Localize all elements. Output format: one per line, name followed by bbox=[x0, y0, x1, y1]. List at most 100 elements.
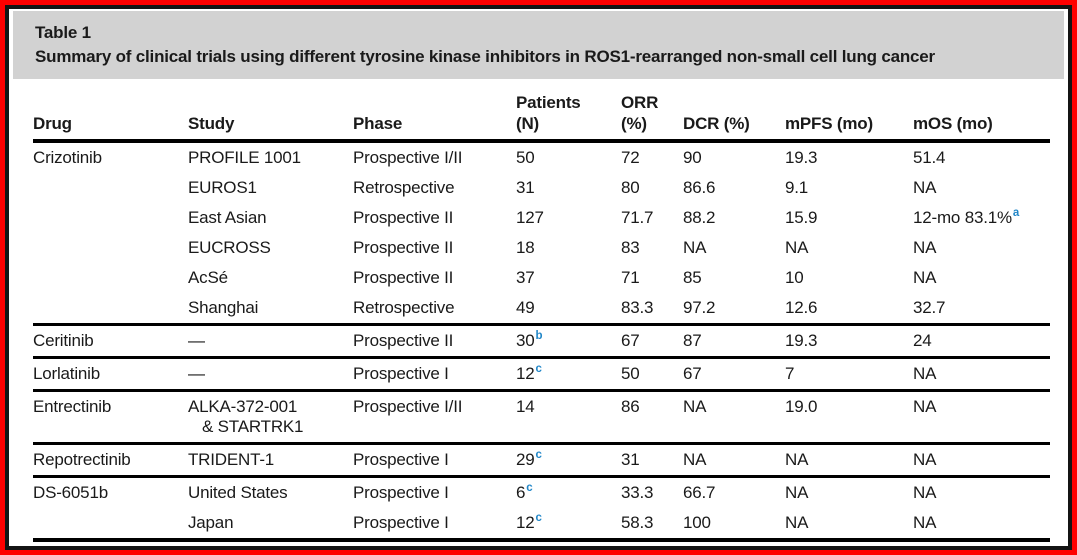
table-caption: Summary of clinical trials using differe… bbox=[35, 47, 935, 66]
col-header-orr: ORR (%) bbox=[621, 81, 683, 143]
cell-orr: 58.3 bbox=[621, 513, 654, 532]
cell-mpfs: NA bbox=[785, 513, 809, 532]
cell-mos: 32.7 bbox=[913, 298, 946, 317]
cell-drug bbox=[33, 263, 188, 293]
cell-drug: DS-6051b bbox=[33, 475, 188, 508]
cell-phase: Prospective II bbox=[353, 238, 454, 257]
cell-orr: 80 bbox=[621, 178, 640, 197]
col-header-phase: Phase bbox=[353, 81, 516, 143]
col-header-drug: Drug bbox=[33, 81, 188, 143]
footnote-marker: c bbox=[526, 482, 533, 495]
cell-mos: NA bbox=[913, 389, 1050, 444]
cell-phase: Retrospective bbox=[353, 178, 455, 197]
cell-patients: 12c bbox=[516, 512, 542, 532]
cell-study: EUROS1 bbox=[188, 178, 257, 197]
cell-dcr: 90 bbox=[683, 148, 702, 167]
table-row-crizotinib-east-asian: East Asian Prospective II 127 71.7 88.2 … bbox=[33, 203, 1050, 233]
cell-orr: 67 bbox=[621, 323, 683, 358]
col-header-dcr: DCR (%) bbox=[683, 81, 785, 143]
cell-orr: 50 bbox=[621, 356, 683, 391]
table-row-repotrectinib: Repotrectinib TRIDENT-1 Prospective I 29… bbox=[33, 442, 1050, 477]
cell-phase: Prospective II bbox=[353, 323, 516, 358]
table-row-entrectinib: Entrectinib ALKA-372-001 & STARTRK1 Prosp… bbox=[33, 389, 1050, 444]
cell-mpfs: 7 bbox=[785, 356, 913, 391]
cell-mos: NA bbox=[913, 475, 1050, 508]
cell-orr: 71.7 bbox=[621, 208, 654, 227]
cell-orr: 72 bbox=[621, 148, 640, 167]
cell-drug: Entrectinib bbox=[33, 389, 188, 444]
cell-mpfs: 15.9 bbox=[785, 208, 818, 227]
cell-patients: 127 bbox=[516, 208, 544, 227]
cell-study: — bbox=[188, 323, 353, 358]
cell-mos: 12-mo 83.1%a bbox=[913, 207, 1020, 227]
cell-patients: 18 bbox=[516, 238, 535, 257]
cell-dcr: NA bbox=[683, 238, 707, 257]
cell-dcr: 86.6 bbox=[683, 178, 716, 197]
cell-drug bbox=[33, 508, 188, 540]
cell-study: Shanghai bbox=[188, 298, 259, 317]
cell-mpfs: 9.1 bbox=[785, 178, 809, 197]
cell-drug: Ceritinib bbox=[33, 323, 188, 358]
table-row-ds6051b-japan: Japan Prospective I 12c 58.3 100 NA NA bbox=[33, 508, 1050, 540]
cell-phase: Prospective I bbox=[353, 356, 516, 391]
cell-drug bbox=[33, 293, 188, 325]
cell-orr: 31 bbox=[621, 442, 683, 477]
cell-patients: 14 bbox=[516, 389, 621, 444]
col-header-mos: mOS (mo) bbox=[913, 81, 1050, 143]
cell-phase: Prospective I bbox=[353, 513, 449, 532]
cell-phase: Prospective I/II bbox=[353, 389, 516, 444]
cell-mpfs: NA bbox=[785, 442, 913, 477]
cell-orr: 83 bbox=[621, 238, 640, 257]
cell-phase: Prospective I/II bbox=[353, 148, 463, 167]
cell-mpfs: 10 bbox=[785, 268, 804, 287]
cell-dcr: 88.2 bbox=[683, 208, 716, 227]
footnote-marker: c bbox=[535, 512, 542, 525]
table-number: Table 1 bbox=[35, 23, 91, 42]
cell-study: EUCROSS bbox=[188, 238, 271, 257]
cell-drug bbox=[33, 203, 188, 233]
cell-dcr: 97.2 bbox=[683, 298, 716, 317]
footnote-marker: a bbox=[1012, 207, 1020, 220]
col-header-mpfs: mPFS (mo) bbox=[785, 81, 913, 143]
cell-orr: 86 bbox=[621, 389, 683, 444]
cell-patients: 49 bbox=[516, 298, 535, 317]
cell-dcr: 100 bbox=[683, 513, 711, 532]
cell-mos: NA bbox=[913, 178, 937, 197]
cell-mpfs: NA bbox=[785, 475, 913, 508]
cell-dcr: 85 bbox=[683, 268, 702, 287]
cell-patients: 50 bbox=[516, 148, 535, 167]
cell-phase: Prospective II bbox=[353, 208, 454, 227]
header-row: Drug Study Phase Patients (N) ORR (%) DC… bbox=[33, 81, 1050, 143]
cell-study: — bbox=[188, 356, 353, 391]
cell-study: ALKA-372-001 & STARTRK1 bbox=[188, 389, 353, 444]
cell-mos: NA bbox=[913, 442, 1050, 477]
cell-orr: 71 bbox=[621, 268, 640, 287]
cell-mos: 24 bbox=[913, 323, 1050, 358]
cell-orr: 33.3 bbox=[621, 475, 683, 508]
col-header-study: Study bbox=[188, 81, 353, 143]
cell-dcr: NA bbox=[683, 389, 785, 444]
cell-study: PROFILE 1001 bbox=[188, 148, 301, 167]
table-figure-window: Table 1 Summary of clinical trials using… bbox=[5, 5, 1072, 550]
cell-study: TRIDENT-1 bbox=[188, 442, 353, 477]
footnote-marker: b bbox=[535, 330, 543, 343]
table-row-crizotinib-eucross: EUCROSS Prospective II 18 83 NA NA NA bbox=[33, 233, 1050, 263]
table-row-crizotinib-profile1001: Crizotinib PROFILE 1001 Prospective I/II… bbox=[33, 141, 1050, 173]
cell-drug: Repotrectinib bbox=[33, 442, 188, 477]
cell-mos: NA bbox=[913, 356, 1050, 391]
cell-mos: 51.4 bbox=[913, 148, 946, 167]
cell-patients: 37 bbox=[516, 268, 535, 287]
cell-patients: 6c bbox=[516, 475, 621, 508]
cell-study: United States bbox=[188, 475, 353, 508]
table-row-lorlatinib: Lorlatinib — Prospective I 12c 50 67 7 N… bbox=[33, 356, 1050, 391]
cell-drug: Crizotinib bbox=[33, 148, 102, 167]
cell-orr: 83.3 bbox=[621, 298, 654, 317]
table-container: Drug Study Phase Patients (N) ORR (%) DC… bbox=[11, 81, 1066, 542]
table-row-ds6051b-us: DS-6051b United States Prospective I 6c … bbox=[33, 475, 1050, 508]
cell-mpfs: 19.3 bbox=[785, 148, 818, 167]
cell-mpfs: 12.6 bbox=[785, 298, 818, 317]
cell-dcr: NA bbox=[683, 442, 785, 477]
cell-phase: Prospective I bbox=[353, 475, 516, 508]
cell-mos: NA bbox=[913, 513, 937, 532]
